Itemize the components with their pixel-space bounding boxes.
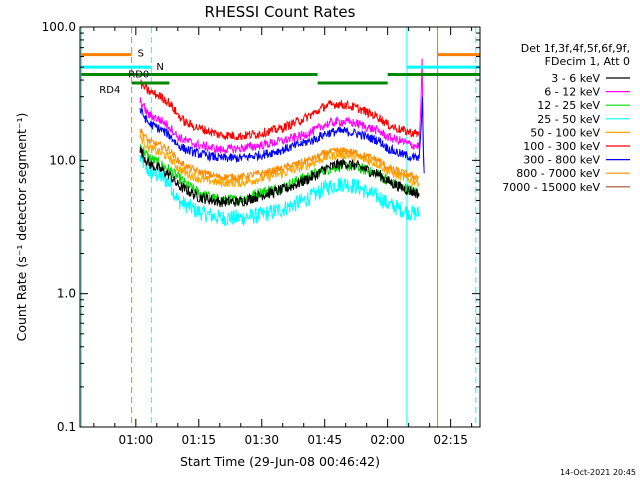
- footer-date: 14-Oct-2021 20:45: [560, 468, 636, 477]
- series-line-300-800-kev: [139, 108, 420, 163]
- y-axis-label: Count Rate (s⁻¹ detector segment⁻¹): [14, 113, 29, 342]
- legend-header-line-1: Det 1f,3f,4f,5f,6f,9f,: [521, 42, 630, 55]
- legend-label: 6 - 12 keV: [544, 86, 600, 99]
- series-line-3-6-kev: [139, 146, 420, 208]
- legend-label: 3 - 6 keV: [551, 72, 600, 85]
- legend-label: 800 - 7000 keV: [516, 167, 600, 180]
- ticks-layer: 01:00 01:15 01:30 01:45 02:00 02:15 0.1 1.0 10.0…: [42, 20, 480, 447]
- x-axis-label: Start Time (29-Jun-08 00:46:42): [180, 454, 380, 469]
- plot-frame: [79, 26, 481, 428]
- state-bar-label-s: S: [138, 49, 144, 60]
- series-line-25-50-kev: [139, 151, 420, 227]
- x-tick-label: 01:45: [307, 433, 342, 447]
- series-end-spike-blue: [418, 96, 425, 174]
- legend-label: 7000 - 15000 keV: [502, 181, 600, 194]
- markers-layer: [80, 27, 477, 427]
- legend-label: 100 - 300 keV: [523, 140, 600, 153]
- series-line-6-12-kev: [139, 97, 420, 154]
- series-line-50-100-kev: [139, 133, 420, 189]
- state-bar-label-rd4: RD4: [99, 85, 120, 96]
- x-tick-label: 02:00: [370, 433, 405, 447]
- state-bar-label-n: N: [156, 62, 163, 73]
- x-tick-label: 01:30: [244, 433, 279, 447]
- x-tick-label: 01:15: [181, 433, 216, 447]
- legend-label: 12 - 25 keV: [537, 99, 600, 112]
- legend-label: 50 - 100 keV: [530, 126, 600, 139]
- legend: Det 1f,3f,4f,5f,6f,9f, FDecim 1, Att 0 3…: [502, 42, 630, 194]
- legend-label: 300 - 800 keV: [523, 154, 600, 167]
- y-tick-label: 0.1: [57, 420, 76, 434]
- legend-header-line-2: FDecim 1, Att 0: [545, 55, 630, 68]
- series-line-100-300-kev: [139, 79, 420, 141]
- x-tick-label: 02:15: [433, 433, 468, 447]
- series-line-800-7000-kev: [139, 128, 420, 182]
- y-tick-label: 100.0: [42, 20, 76, 34]
- x-tick-label: 01:00: [119, 433, 154, 447]
- chart-title: RHESSI Count Rates: [205, 3, 356, 21]
- state-bar-label-rd0: RD0: [128, 70, 149, 81]
- legend-label: 25 - 50 keV: [537, 113, 600, 126]
- state-bars-layer: S N RD0 RD4: [81, 49, 480, 96]
- y-tick-label: 1.0: [57, 287, 76, 301]
- y-tick-label: 10.0: [49, 153, 76, 167]
- series-layer: [139, 58, 425, 227]
